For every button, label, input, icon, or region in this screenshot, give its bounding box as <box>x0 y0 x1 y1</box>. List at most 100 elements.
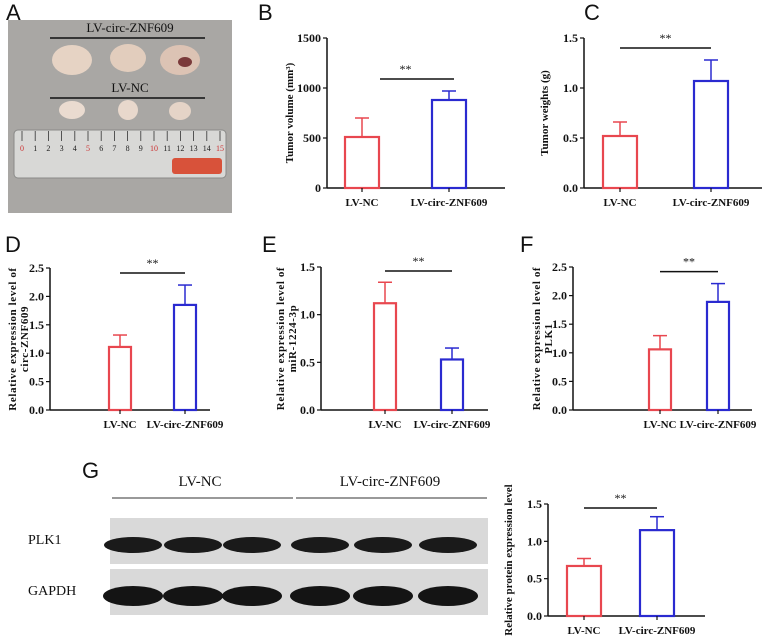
significance-label: ** <box>683 255 695 269</box>
tumor-photo: LV-circ-ZNF609 LV-NC 0 1 2 3 4 5 6 7 8 9 10 11 12 13 1… <box>8 20 232 213</box>
y-tick-label: 1.5 <box>29 318 44 332</box>
y-tick-label: 0.5 <box>563 131 578 145</box>
x-tick-label: LV-NC <box>345 197 378 209</box>
ruler-number: 12 <box>176 144 184 153</box>
y-axis-label: Tumor volume (mm³) <box>284 62 296 163</box>
western-blot: LV-NC LV-circ-ZNF609 PLK1 GAPDH <box>28 474 488 615</box>
bar-lv-circ-znf609 <box>439 358 465 412</box>
y-tick-label: 1.0 <box>563 81 578 95</box>
ruler-number: 6 <box>99 144 103 153</box>
y-tick-label: 2.5 <box>29 261 44 275</box>
band-gapdh <box>290 586 350 606</box>
charts: 0 500 1000 1500 LV-NC LV-circ-ZNF609 ** Tumor v… <box>7 31 762 637</box>
band-gapdh <box>103 586 163 606</box>
photo-label-nc: LV-NC <box>111 80 148 95</box>
chart-g: 0.0 0.5 1.0 1.5 LV-NC LV-circ-ZNF609 ** Relativ… <box>503 484 705 637</box>
band-plk1 <box>164 537 222 553</box>
band-plk1 <box>223 537 281 553</box>
y-tick-label: 0.0 <box>29 403 44 417</box>
y-tick-label: 1.0 <box>29 346 44 360</box>
chart-b: 0 500 1000 1500 LV-NC LV-circ-ZNF609 ** Tumor v… <box>284 31 505 209</box>
y-axis-label: miR-1224-3p <box>287 305 299 373</box>
chart-c: 0.0 0.5 1.0 1.5 LV-NC LV-circ-ZNF609 ** Tumor w… <box>539 31 762 209</box>
bar-lv-nc <box>372 302 398 412</box>
panel-label-d: D <box>5 232 21 257</box>
panel-label-g: G <box>82 458 100 483</box>
blot-row-plk1: PLK1 <box>28 533 61 548</box>
significance-label: ** <box>660 31 672 45</box>
panel-label-e: E <box>262 232 277 257</box>
ruler-number: 15 <box>216 144 224 153</box>
x-tick-label: LV-circ-ZNF609 <box>619 625 696 637</box>
y-tick-label: 0.0 <box>552 403 567 417</box>
chart-d: 0.0 0.5 1.0 1.5 2.0 2.5 LV-NC LV-circ-ZNF609 ** R… <box>7 256 224 431</box>
ruler-number: 9 <box>139 144 143 153</box>
bar-lv-nc <box>107 345 133 412</box>
band-gapdh <box>418 586 478 606</box>
blot-group-circ: LV-circ-ZNF609 <box>340 474 441 490</box>
bar-lv-circ-znf609 <box>430 98 468 190</box>
bar-lv-nc <box>601 134 639 190</box>
x-tick-label: LV-circ-ZNF609 <box>673 197 750 209</box>
y-tick-label: 2.0 <box>29 289 44 303</box>
panel-label-b: B <box>258 0 273 25</box>
y-tick-label: 0.0 <box>563 181 578 195</box>
ruler-number: 1 <box>33 144 37 153</box>
tumors-circ <box>52 44 200 75</box>
x-tick-label: LV-circ-ZNF609 <box>414 419 491 431</box>
y-tick-label: 0.0 <box>527 609 542 623</box>
band-plk1 <box>354 537 412 553</box>
tumor-spot <box>178 57 192 67</box>
bar-lv-circ-znf609 <box>705 300 731 412</box>
chart-f: 0.0 0.5 1.0 1.5 2.0 2.5 LV-NC LV-circ-ZNF609 ** R… <box>531 255 757 431</box>
band-plk1 <box>104 537 162 553</box>
x-tick-label: LV-circ-ZNF609 <box>147 419 224 431</box>
ruler-number: 14 <box>203 144 211 153</box>
y-axis-label: Relative protein expression level <box>503 484 515 635</box>
y-tick-label: 500 <box>303 131 321 145</box>
y-axis-label: Relative expression level of <box>275 267 287 410</box>
y-axis-label: circ-ZNF609 <box>19 306 31 372</box>
panel-label-f: F <box>520 232 534 257</box>
significance-label: ** <box>147 256 159 270</box>
bar-lv-circ-znf609 <box>638 529 676 618</box>
y-tick-label: 1.0 <box>552 346 567 360</box>
tumor <box>110 44 146 72</box>
blot-row-gapdh: GAPDH <box>28 584 76 599</box>
y-tick-label: 1000 <box>297 81 321 95</box>
tumor <box>59 101 85 119</box>
tumor <box>52 45 92 75</box>
band-plk1 <box>291 537 349 553</box>
significance-label: ** <box>615 491 627 505</box>
x-tick-label: LV-circ-ZNF609 <box>411 197 488 209</box>
band-gapdh <box>222 586 282 606</box>
x-tick-label: LV-NC <box>368 419 401 431</box>
y-tick-label: 0.5 <box>552 374 567 388</box>
bar-lv-circ-znf609 <box>172 303 198 412</box>
ruler-number: 0 <box>20 144 24 153</box>
chart-e: 0.0 0.5 1.0 1.5 LV-NC LV-circ-ZNF609 ** Relativ… <box>275 254 491 431</box>
y-tick-label: 1.0 <box>527 534 542 548</box>
ruler-number: 7 <box>112 144 116 153</box>
blot-group-nc: LV-NC <box>178 474 221 490</box>
y-axis-label: Relative expression level of <box>531 267 543 410</box>
significance-label: ** <box>400 62 412 76</box>
x-tick-label: LV-NC <box>603 197 636 209</box>
panel-label-a: A <box>6 0 21 25</box>
band-gapdh <box>163 586 223 606</box>
y-tick-label: 0.0 <box>300 403 315 417</box>
y-tick-label: 1.5 <box>300 260 315 274</box>
y-tick-label: 0.5 <box>300 355 315 369</box>
photo-label-circ: LV-circ-ZNF609 <box>86 20 173 35</box>
tumor <box>118 100 138 120</box>
ruler-number: 11 <box>163 144 171 153</box>
ruler-number: 5 <box>86 144 90 153</box>
bar-lv-circ-znf609 <box>692 79 730 190</box>
bar-lv-nc <box>343 135 381 190</box>
y-tick-label: 2.5 <box>552 260 567 274</box>
y-tick-label: 1.5 <box>527 497 542 511</box>
ruler-number: 10 <box>150 144 158 153</box>
band-gapdh <box>353 586 413 606</box>
bar-lv-nc <box>565 564 603 618</box>
